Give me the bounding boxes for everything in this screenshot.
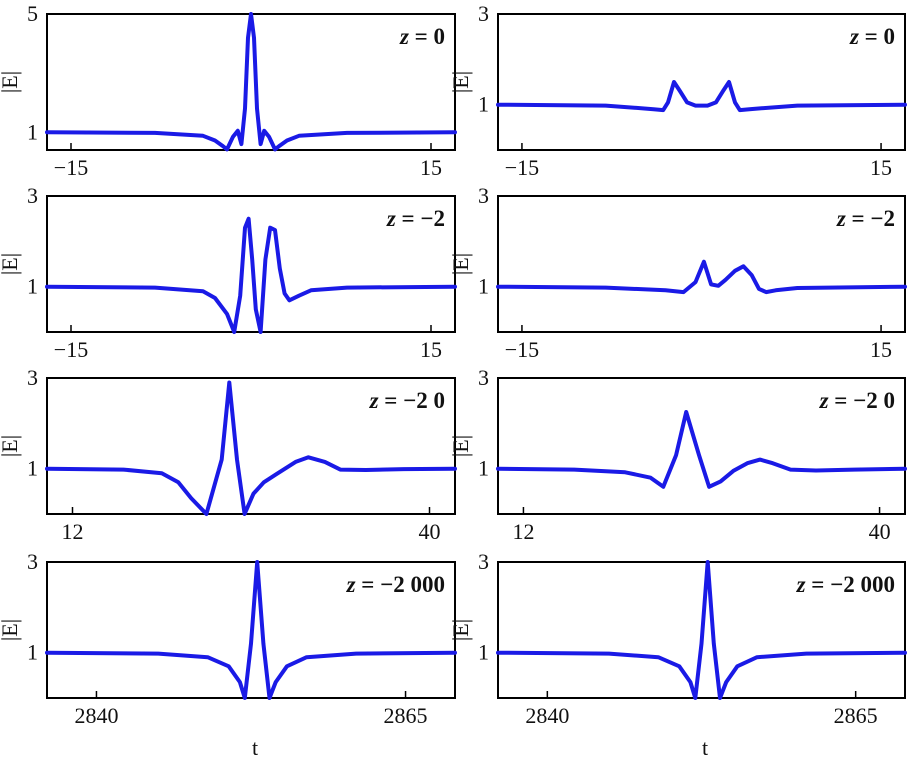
- z-label-eq: =: [396, 206, 421, 231]
- x-tick-label: −15: [505, 155, 539, 180]
- y-axis-label: |E|: [448, 435, 473, 457]
- y-axis-label: |E|: [0, 71, 22, 93]
- z-label-val: 0: [884, 24, 896, 49]
- x-axis-label-left: t: [252, 735, 258, 760]
- x-tick-label: −15: [54, 155, 88, 180]
- z-label-var: z: [369, 388, 379, 413]
- z-label-var: z: [399, 24, 409, 49]
- x-tick-label: 12: [512, 519, 534, 544]
- z-label-val: 0: [434, 24, 446, 49]
- field-amplitude-curve: [45, 12, 457, 152]
- panel-row4-right: 1 3 |E| 2840 2865 z = −2 000: [448, 549, 907, 728]
- y-axis-label: |E|: [0, 253, 22, 275]
- z-label-var: z: [836, 206, 846, 231]
- field-amplitude-curve: [496, 80, 907, 113]
- plot-frame: [497, 195, 906, 333]
- x-tick-label: 15: [870, 155, 892, 180]
- z-label-val: 0: [434, 388, 446, 413]
- plot-frame: [497, 561, 906, 699]
- z-label-val: 0: [884, 388, 896, 413]
- z-label-var: z: [849, 24, 859, 49]
- field-amplitude-curve: [45, 216, 457, 334]
- field-amplitude-curve: [496, 259, 907, 295]
- z-label-var: z: [819, 388, 829, 413]
- y-axis-label: |E|: [448, 253, 473, 275]
- z-label-eq: =: [846, 206, 871, 231]
- panel-row4-left: 1 3 |E| 2840 2865 z = −2 000: [0, 549, 457, 728]
- z-label-val: −2: [420, 206, 445, 231]
- plot-frame: [46, 377, 456, 515]
- field-amplitude-curve: [496, 560, 907, 700]
- y-tick-label: 3: [478, 365, 489, 390]
- field-amplitude-curve: [45, 380, 457, 516]
- x-tick-label: 2865: [834, 703, 878, 728]
- y-tick-label: 3: [478, 549, 489, 574]
- z-label: z = −2: [836, 206, 895, 231]
- x-tick-label: 2865: [384, 703, 428, 728]
- x-tick-label: 15: [870, 337, 892, 362]
- panels-group: 15|E|−15 15z = 013|E|−15 15z = 013|E|−15 15…: [0, 1, 907, 728]
- z-label-eq: =: [409, 24, 434, 49]
- y-tick-label: 5: [27, 1, 38, 26]
- y-tick-label: 3: [478, 1, 489, 26]
- field-amplitude-curve: [496, 410, 907, 489]
- z-label: z = −2: [386, 206, 445, 231]
- z-label-var: z: [796, 572, 806, 597]
- z-label-eq: = −2 000: [356, 572, 445, 597]
- plot-frame: [46, 13, 456, 151]
- x-tick-label: 2840: [525, 703, 569, 728]
- z-label: z = 0: [849, 24, 895, 49]
- plot-frame: [497, 13, 906, 151]
- panel-row1-left: 15|E|−15 15z = 0: [0, 1, 457, 180]
- y-tick-label: 1: [478, 640, 489, 665]
- y-tick-label: 1: [27, 274, 38, 299]
- z-label-var: z: [346, 572, 356, 597]
- y-tick-label: 3: [478, 183, 489, 208]
- y-tick-label: 1: [27, 456, 38, 481]
- panel-row3-left: 1 3 |E| 12 40 z = −2 0: [0, 365, 457, 544]
- panel-row3-right: 1 3 |E| 12 40 z = −2 0: [448, 365, 907, 544]
- x-tick-label: 2840: [74, 703, 118, 728]
- z-label: z = −2 000: [796, 572, 895, 597]
- x-axis-label-right: t: [702, 735, 708, 760]
- y-axis-label: |E|: [448, 71, 473, 93]
- y-tick-label: 1: [27, 119, 38, 144]
- y-axis-label: |E|: [0, 435, 22, 457]
- plot-frame: [46, 195, 456, 333]
- z-label: z = −2 0: [369, 388, 445, 413]
- z-label-eq: =: [859, 24, 884, 49]
- plot-frame: [46, 561, 456, 699]
- y-tick-label: 3: [27, 549, 38, 574]
- y-tick-label: 3: [27, 183, 38, 208]
- x-tick-label: 40: [869, 519, 891, 544]
- z-label-val: −2: [870, 206, 895, 231]
- z-label-eq: = −2: [379, 388, 434, 413]
- y-tick-label: 1: [478, 274, 489, 299]
- y-tick-label: 1: [478, 456, 489, 481]
- z-label: z = −2 0: [819, 388, 895, 413]
- x-tick-label: 15: [420, 155, 442, 180]
- z-label-eq: = −2: [829, 388, 884, 413]
- z-label-eq: = −2 000: [806, 572, 895, 597]
- z-label: z = −2 000: [346, 572, 445, 597]
- z-label-var: z: [386, 206, 396, 231]
- field-amplitude-curve: [45, 560, 457, 700]
- y-axis-label: |E|: [448, 619, 473, 641]
- x-tick-label: −15: [505, 337, 539, 362]
- panel-row1-right: 1 3 |E| −15 15 z = 0: [448, 1, 907, 180]
- y-tick-label: 1: [27, 640, 38, 665]
- x-tick-label: 40: [419, 519, 441, 544]
- plot-frame: [497, 377, 906, 515]
- panel-row2-left: 1 3 |E| −15 15 z = −2: [0, 183, 457, 362]
- y-axis-label: |E|: [0, 619, 22, 641]
- panel-row2-right: 1 3 |E| −15 15 z = −2: [448, 183, 907, 362]
- x-tick-label: −15: [54, 337, 88, 362]
- x-tick-label: 12: [62, 519, 84, 544]
- x-tick-label: 15: [420, 337, 442, 362]
- y-tick-label: 1: [478, 92, 489, 117]
- z-label: z = 0: [399, 24, 445, 49]
- y-tick-label: 3: [27, 365, 38, 390]
